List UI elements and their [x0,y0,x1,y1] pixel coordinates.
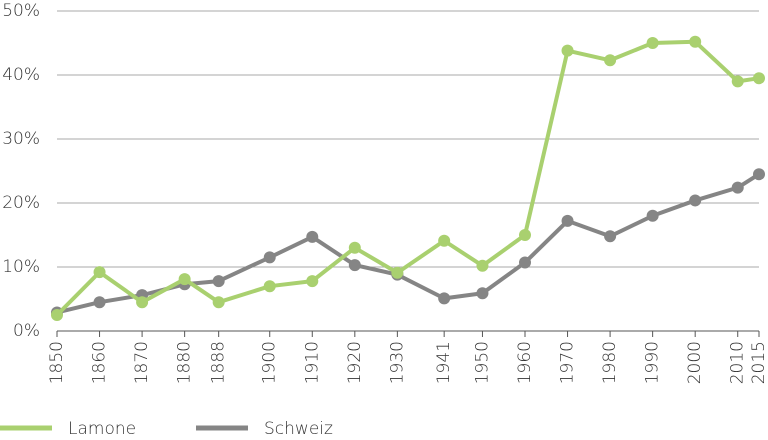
data-point [136,296,149,309]
x-tick-label: 1910 [302,341,322,384]
y-tick-label: 30% [2,129,40,149]
series-line [56,172,761,315]
data-point [51,309,63,321]
legend-label: Schweiz [264,419,333,439]
data-point [689,35,702,48]
y-tick-label: 40% [2,65,40,85]
y-tick-label: 50% [2,1,40,21]
x-tick-label: 1980 [600,341,620,384]
data-point [438,292,451,305]
x-tick-label: 1941 [434,341,454,384]
data-point [178,273,191,286]
x-tick-label: 1970 [558,341,578,384]
x-tick-label: 1960 [515,341,535,384]
data-point [604,54,617,67]
data-point [476,287,489,300]
x-tick-label: 2010 [728,341,748,384]
data-point [519,256,531,269]
data-point [348,259,361,272]
x-tick-label: 1888 [209,341,229,384]
series-line [55,39,760,317]
data-point [306,275,319,288]
x-tick-label: 1930 [387,341,407,384]
data-point [646,37,659,49]
data-point [561,214,574,227]
data-point [731,75,744,88]
x-tick-label: 1920 [345,341,365,384]
data-point [646,209,659,222]
data-point [604,230,617,243]
data-point [438,234,451,247]
x-tick-label: 1850 [47,341,67,384]
data-point [753,72,765,85]
x-tick-label: 2000 [685,341,705,384]
x-tick-label: 1950 [472,341,492,384]
data-point [306,230,319,243]
x-tick-label: 1860 [90,341,110,384]
x-tick-label: 2015 [749,341,768,384]
data-point [731,181,744,194]
y-tick-label: 0% [13,321,40,341]
data-point [476,259,489,272]
x-tick-label: 1990 [643,341,663,384]
data-point [212,275,225,288]
data-point [263,280,276,293]
data-point [93,266,106,279]
x-tick-label: 1880 [175,341,195,384]
data-point [212,296,225,309]
data-point [348,241,361,254]
data-point [93,296,106,309]
data-point [519,229,531,241]
data-point [689,194,702,207]
x-tick-label: 1900 [260,341,280,384]
x-tick-label: 1870 [132,341,152,384]
data-point [263,251,276,264]
y-tick-label: 10% [2,257,40,277]
legend-label: Lamone [68,419,136,439]
y-tick-label: 20% [2,193,40,213]
data-point [753,168,765,181]
data-point [561,44,574,57]
data-point [391,266,404,279]
